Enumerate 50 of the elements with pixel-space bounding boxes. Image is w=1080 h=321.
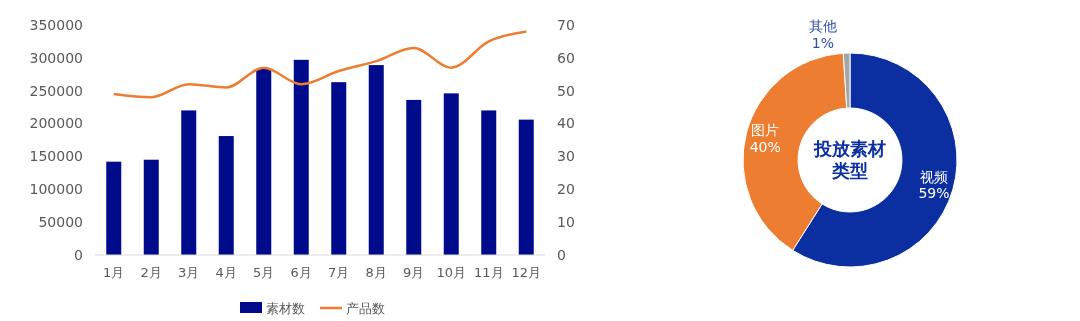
bar (143, 159, 159, 255)
legend-label: 产品数 (346, 300, 385, 316)
y2-tick-label: 20 (557, 181, 575, 198)
bar (181, 110, 197, 255)
x-tick-label: 2月 (140, 265, 162, 280)
text: 投放素材类型 (813, 138, 886, 182)
x-tick-label: 10月 (436, 265, 467, 280)
slice-label: 视频 (920, 168, 949, 185)
x-tick-label: 11月 (473, 265, 504, 280)
y2-tick-label: 50 (557, 82, 575, 99)
bar (406, 99, 422, 255)
bar (443, 93, 459, 255)
bar (293, 59, 309, 255)
legend-label: 素材数 (266, 300, 305, 316)
x-tick-label: 5月 (253, 265, 275, 280)
y2-tick-label: 30 (557, 148, 575, 165)
x-tick-label: 4月 (215, 265, 237, 280)
data-label: 59% (918, 185, 950, 202)
y-tick-label: 250000 (29, 82, 83, 99)
y-tick-label: 50000 (38, 214, 83, 231)
bar (368, 65, 384, 255)
x-tick-label: 1月 (103, 265, 125, 280)
bar (106, 161, 122, 255)
y-tick-label: 300000 (29, 49, 83, 66)
y-tick-label: 0 (74, 246, 83, 263)
y-tick-label: 150000 (29, 148, 83, 165)
x-tick-label: 8月 (365, 265, 387, 280)
bar (518, 119, 534, 255)
line-series (112, 30, 528, 99)
data-label: 40% (749, 139, 781, 156)
bar (218, 136, 234, 255)
y-tick-label: 100000 (29, 181, 83, 198)
bar (331, 82, 347, 255)
y2-tick-label: 40 (557, 115, 575, 132)
x-tick-label: 7月 (328, 265, 350, 280)
y2-tick-label: 70 (557, 16, 575, 33)
y2-tick-label: 0 (557, 246, 566, 263)
x-tick-label: 12月 (511, 265, 542, 280)
y-tick-label: 200000 (29, 115, 83, 132)
slice-label: 图片 (751, 122, 780, 139)
bar (481, 110, 497, 255)
x-tick-label: 3月 (178, 265, 200, 280)
y2-tick-label: 10 (557, 214, 575, 231)
y-tick-label: 350000 (29, 16, 83, 33)
x-tick-label: 6月 (290, 265, 312, 280)
slice-label: 其他 (808, 18, 837, 35)
y2-tick-label: 60 (557, 49, 575, 66)
bar (256, 69, 272, 255)
data-label: 1% (811, 34, 835, 51)
x-tick-label: 9月 (403, 265, 425, 280)
